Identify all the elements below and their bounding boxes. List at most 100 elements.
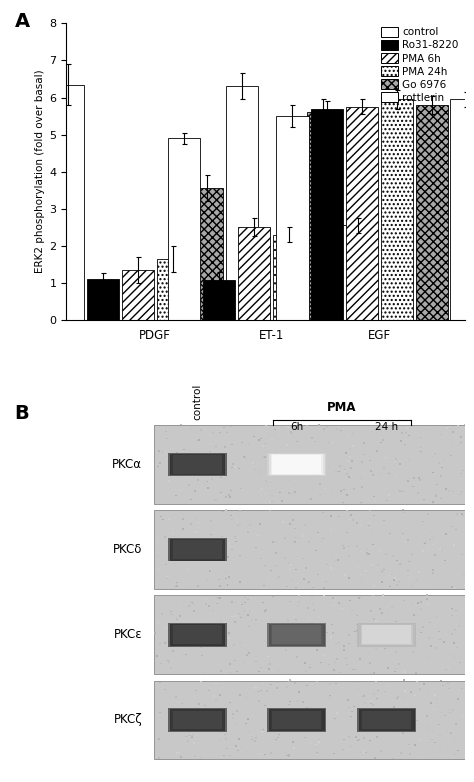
Bar xyxy=(228,576,230,578)
Bar xyxy=(323,595,325,597)
Bar xyxy=(265,609,267,611)
Bar xyxy=(455,723,456,725)
Bar xyxy=(188,735,190,737)
Bar xyxy=(408,691,410,692)
Bar xyxy=(375,680,377,682)
Bar xyxy=(287,426,289,428)
Bar xyxy=(339,465,341,467)
Bar xyxy=(291,432,293,434)
Bar xyxy=(409,637,411,638)
Bar xyxy=(333,752,335,754)
Bar xyxy=(260,558,262,559)
Bar xyxy=(446,488,447,490)
Bar xyxy=(185,654,187,655)
Bar xyxy=(368,525,370,526)
Bar xyxy=(229,515,232,516)
Bar xyxy=(194,646,196,647)
Bar xyxy=(355,489,356,490)
Bar xyxy=(189,726,191,727)
Bar xyxy=(439,475,442,476)
Text: PMA: PMA xyxy=(327,401,356,414)
Bar xyxy=(251,477,253,479)
Bar xyxy=(274,712,320,728)
Bar xyxy=(248,495,251,496)
Bar xyxy=(216,603,218,604)
Bar xyxy=(242,662,244,664)
Bar xyxy=(362,711,411,730)
Bar xyxy=(392,726,393,727)
Bar xyxy=(314,651,316,653)
Bar xyxy=(399,734,401,735)
Bar xyxy=(406,428,409,429)
Bar xyxy=(326,564,328,565)
Bar xyxy=(302,558,304,559)
Bar xyxy=(227,584,228,586)
Bar xyxy=(280,554,282,555)
Bar xyxy=(275,565,277,566)
Bar xyxy=(271,710,323,730)
Bar xyxy=(201,638,203,640)
Bar xyxy=(217,597,219,599)
Bar xyxy=(383,594,384,596)
Bar xyxy=(176,619,178,620)
Bar xyxy=(298,558,300,559)
Bar xyxy=(269,669,271,670)
Bar xyxy=(388,494,390,496)
Bar xyxy=(288,680,290,682)
Bar xyxy=(164,536,165,538)
Bar xyxy=(158,450,160,452)
Bar xyxy=(289,751,291,752)
Bar xyxy=(235,538,237,539)
Bar xyxy=(206,579,208,581)
Bar xyxy=(392,524,393,525)
Bar xyxy=(381,612,383,614)
Bar xyxy=(328,683,330,685)
Bar xyxy=(380,649,382,650)
Bar xyxy=(383,547,385,549)
Bar xyxy=(157,622,159,624)
Bar xyxy=(154,680,465,759)
Bar xyxy=(314,441,316,442)
Bar xyxy=(410,428,411,429)
Bar xyxy=(155,438,158,439)
Bar xyxy=(190,643,191,644)
Bar xyxy=(440,712,442,713)
Bar xyxy=(271,500,273,502)
Bar xyxy=(347,707,350,708)
Bar xyxy=(197,545,199,547)
Bar xyxy=(429,539,431,540)
Bar xyxy=(157,554,159,556)
Bar xyxy=(201,562,202,563)
Bar xyxy=(346,532,347,533)
Bar xyxy=(300,470,301,472)
Bar xyxy=(401,490,403,492)
Bar xyxy=(180,719,182,721)
Bar xyxy=(262,511,264,512)
Bar xyxy=(313,718,316,719)
Bar xyxy=(359,709,415,731)
Bar xyxy=(351,663,353,664)
Bar xyxy=(370,702,372,704)
Bar xyxy=(264,443,266,444)
Bar xyxy=(246,628,248,630)
Bar xyxy=(249,525,251,526)
Bar xyxy=(455,752,456,754)
Bar xyxy=(374,744,376,746)
Bar xyxy=(195,690,197,691)
Bar xyxy=(315,639,317,640)
Bar xyxy=(224,560,227,561)
Bar xyxy=(170,624,225,646)
Bar xyxy=(346,664,347,665)
Bar xyxy=(390,729,392,730)
Bar xyxy=(439,651,441,652)
Bar xyxy=(236,684,238,685)
Bar xyxy=(416,105,447,320)
Bar xyxy=(432,472,434,473)
Bar xyxy=(392,574,393,576)
Bar xyxy=(351,434,353,436)
Bar xyxy=(308,113,339,320)
Bar xyxy=(231,519,233,521)
Bar xyxy=(191,188,223,320)
Bar xyxy=(164,431,167,432)
Bar xyxy=(352,445,354,447)
